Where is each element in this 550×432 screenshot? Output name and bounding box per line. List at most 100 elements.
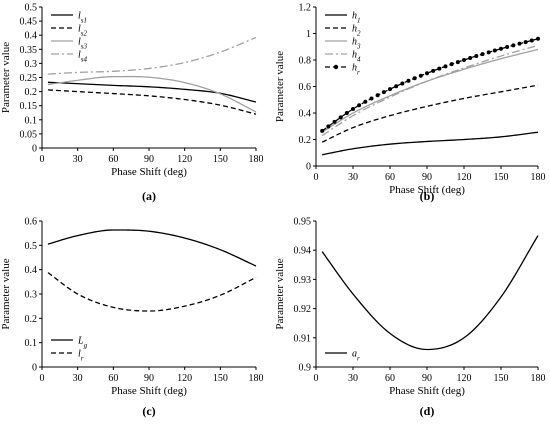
- legend-entry: ls3: [78, 37, 88, 51]
- series-marker-h-r: [529, 38, 534, 43]
- series-marker-h-r: [363, 99, 368, 104]
- legend-entry: ls2: [78, 24, 88, 38]
- y-tick-label: 0.05: [20, 129, 38, 140]
- chart-panel-2: 0 30 60 90 120 150 180 0 0.2 0.4 0.6 0.8 1 1.2 Phase S…: [274, 3, 546, 204]
- series-marker-h-r: [418, 73, 423, 78]
- chart-panel-3: 0 30 60 90 120 150 180 0 0.1 0.2 0.3 0.4 0.5 0.6 Phase…: [0, 217, 264, 419]
- series-marker-h-r: [449, 62, 454, 67]
- series-marker-h-r: [394, 84, 399, 89]
- legend-entry: h1: [352, 11, 361, 25]
- x-tick-label: 60: [385, 373, 395, 384]
- y-tick-label: 0.15: [20, 101, 38, 112]
- series-line-l-g: [47, 229, 257, 267]
- x-tick-label: 120: [177, 154, 192, 165]
- x-tick-label: 0: [314, 172, 319, 183]
- y-tick-label: 0: [306, 162, 311, 173]
- panel-label: (b): [420, 189, 435, 203]
- y-tick-label: 0.9: [299, 363, 312, 374]
- y-tick-label: 0.2: [25, 87, 38, 98]
- x-tick-label: 90: [422, 172, 432, 183]
- series-marker-h-r: [517, 41, 522, 46]
- series-line-l-s2: [47, 89, 257, 115]
- y-tick-label: 0: [32, 144, 37, 155]
- panel-label: (d): [420, 404, 435, 418]
- x-tick-label: 30: [73, 154, 83, 165]
- y-tick-label: 0.93: [294, 275, 312, 286]
- series-marker-h-r: [381, 90, 386, 95]
- x-tick-label: 0: [40, 154, 45, 165]
- x-tick-label: 30: [73, 373, 83, 384]
- x-axis-title: Phase Shift (deg): [111, 166, 187, 178]
- y-tick-label: 0.92: [294, 304, 312, 315]
- series-marker-h-r: [406, 78, 411, 83]
- series-line-l-r: [47, 272, 257, 312]
- x-tick-label: 180: [531, 172, 546, 183]
- x-tick-label: 0: [40, 373, 45, 384]
- y-tick-label: 1.2: [299, 3, 312, 14]
- y-axis-title: Parameter value: [0, 258, 12, 329]
- series-marker-h-r: [412, 76, 417, 81]
- y-tick-label: 0.5: [25, 241, 38, 252]
- series-marker-h-r: [536, 36, 540, 41]
- x-tick-label: 0: [314, 373, 319, 384]
- y-tick-label: 0.94: [294, 246, 312, 257]
- series-marker-h-r: [505, 45, 510, 50]
- series-marker-h-r: [425, 71, 429, 76]
- series-marker-h-r: [332, 119, 337, 124]
- legend-entry: Lg: [77, 336, 88, 350]
- y-axis-title: Parameter value: [274, 258, 286, 329]
- y-tick-label: 0.4: [25, 265, 38, 276]
- legend-entry: ar: [352, 349, 360, 363]
- series-marker-h-r: [344, 111, 349, 116]
- series-line-h-3: [321, 48, 539, 133]
- series-marker-h-r: [431, 68, 436, 73]
- x-tick-label: 90: [422, 373, 432, 384]
- x-tick-label: 90: [144, 154, 154, 165]
- y-tick-label: 0.4: [25, 31, 38, 42]
- x-tick-label: 180: [531, 373, 546, 384]
- legend-entry: h4: [352, 50, 361, 64]
- legend-entry: ls1: [78, 11, 87, 25]
- legend-entry: h2: [352, 24, 361, 38]
- series-line-l-s4: [47, 36, 257, 75]
- x-tick-label: 180: [249, 373, 264, 384]
- legend-entry: hr: [352, 63, 360, 77]
- y-tick-label: 0.2: [299, 135, 312, 146]
- series-marker-h-r: [357, 103, 362, 108]
- legend-marker: [333, 64, 339, 70]
- y-tick-label: 0.5: [25, 3, 38, 14]
- x-tick-label: 60: [108, 373, 118, 384]
- series-marker-h-r: [326, 124, 331, 129]
- x-axis-title: Phase Shift (deg): [389, 184, 465, 196]
- series-line-h-4: [321, 44, 539, 137]
- series-marker-h-r: [474, 54, 479, 59]
- x-tick-label: 120: [457, 172, 472, 183]
- panel-label: (a): [142, 189, 156, 203]
- y-tick-label: 0.8: [299, 56, 312, 67]
- series-marker-h-r: [455, 60, 460, 65]
- x-tick-label: 60: [108, 154, 118, 165]
- series-marker-h-r: [462, 58, 466, 62]
- series-marker-h-r: [443, 64, 448, 69]
- x-tick-label: 150: [494, 373, 509, 384]
- series-line-l-s1: [47, 81, 257, 103]
- y-tick-label: 0.1: [25, 338, 38, 349]
- y-tick-label: 0.2: [25, 314, 38, 325]
- y-tick-label: 0.3: [25, 290, 38, 301]
- x-tick-label: 150: [213, 154, 228, 165]
- y-tick-label: 0.1: [25, 115, 38, 126]
- y-tick-label: 0.45: [20, 17, 38, 28]
- series-marker-h-r: [486, 50, 491, 55]
- y-tick-label: 0.6: [299, 82, 312, 93]
- series-marker-h-r: [511, 43, 516, 48]
- x-axis-title: Phase Shift (deg): [389, 385, 465, 397]
- series-marker-h-r: [437, 66, 442, 71]
- x-tick-label: 120: [457, 373, 472, 384]
- legend-entry: lr: [78, 349, 84, 363]
- panel-label: (c): [142, 404, 155, 418]
- series-line-h-1: [322, 131, 539, 156]
- series-marker-h-r: [320, 128, 325, 133]
- x-tick-label: 150: [494, 172, 509, 183]
